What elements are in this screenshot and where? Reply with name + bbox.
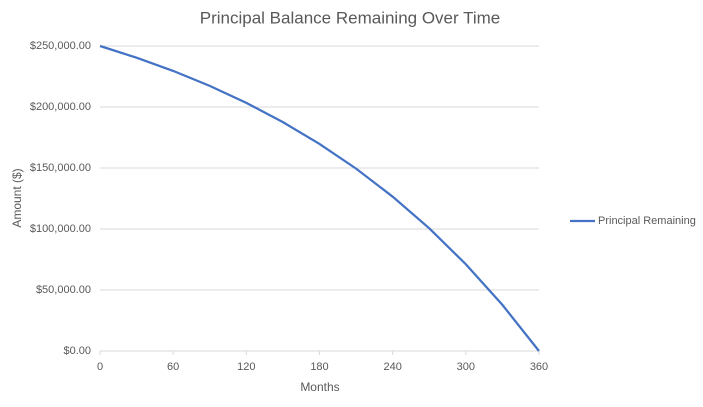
- chart-title: Principal Balance Remaining Over Time: [200, 8, 500, 27]
- x-tick-label: 60: [167, 361, 179, 373]
- x-axis-title: Months: [300, 380, 339, 394]
- y-tick-label: $0.00: [63, 345, 91, 357]
- data-line: [99, 44, 540, 352]
- x-tick-label: 240: [383, 361, 401, 373]
- x-tick-label: 300: [457, 361, 475, 373]
- x-tick-label: 120: [237, 361, 255, 373]
- y-tick-label: $200,000.00: [30, 101, 91, 113]
- x-tick-label: 0: [97, 361, 103, 373]
- y-tick-label: $250,000.00: [30, 40, 91, 52]
- x-tick-label: 360: [530, 361, 548, 373]
- y-axis-title: Amount ($): [10, 168, 24, 227]
- x-tick-label: 180: [310, 361, 328, 373]
- legend-label: Principal Remaining: [598, 215, 696, 227]
- y-tick-label: $100,000.00: [30, 223, 91, 235]
- y-tick-label: $50,000.00: [36, 284, 91, 296]
- y-tick-label: $150,000.00: [30, 162, 91, 174]
